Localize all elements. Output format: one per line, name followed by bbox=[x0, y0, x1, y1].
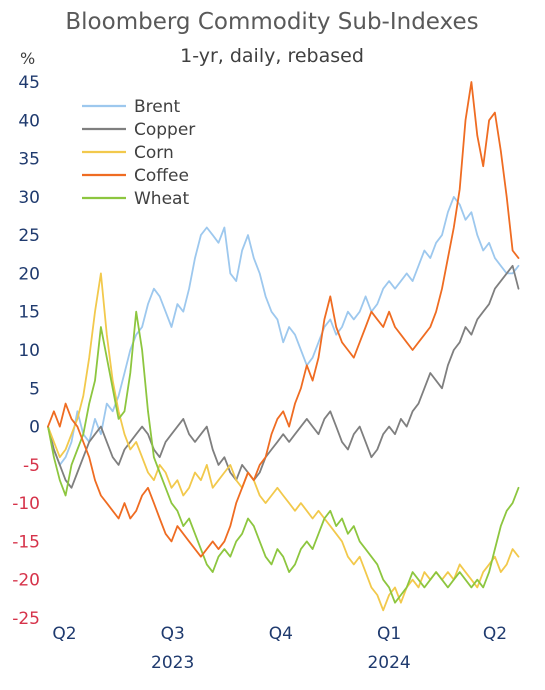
x-axis-ticks: Q2 Q3 Q4 Q1 Q2 2023 2024 bbox=[52, 624, 507, 673]
y-tick-label: -25 bbox=[12, 609, 40, 629]
chart-title: Bloomberg Commodity Sub-Indexes bbox=[65, 9, 478, 35]
series-line-coffee bbox=[47, 81, 520, 558]
chart-subtitle: 1-yr, daily, rebased bbox=[180, 45, 364, 67]
legend-label-coffee: Coffee bbox=[134, 166, 189, 186]
y-tick-label: 0 bbox=[29, 418, 40, 438]
y-tick-label: -5 bbox=[23, 456, 40, 476]
legend-label-brent: Brent bbox=[134, 97, 181, 117]
y-tick-label: -15 bbox=[12, 532, 40, 552]
y-tick-label: 10 bbox=[18, 341, 40, 361]
series-line-copper bbox=[47, 264, 520, 489]
y-axis-unit-label: % bbox=[20, 49, 35, 68]
series-line-wheat bbox=[47, 310, 520, 604]
series-line-brent bbox=[47, 196, 520, 466]
y-tick-label: 15 bbox=[18, 303, 40, 323]
legend: Brent Copper Corn Coffee Wheat bbox=[82, 97, 195, 209]
series-lines bbox=[47, 81, 520, 612]
legend-label-copper: Copper bbox=[134, 120, 195, 140]
x-year-label: 2023 bbox=[151, 653, 194, 673]
y-tick-label: 35 bbox=[18, 150, 40, 170]
x-quarter-label: Q2 bbox=[52, 624, 76, 644]
y-axis-ticks: 45 40 35 30 25 20 15 10 5 0 -5 -10 -15 -20 -25 bbox=[12, 73, 40, 629]
y-tick-label: -10 bbox=[12, 494, 40, 514]
x-quarter-label: Q1 bbox=[377, 624, 401, 644]
y-tick-label: 30 bbox=[18, 188, 40, 208]
y-tick-label: 25 bbox=[18, 226, 40, 246]
y-tick-label: 5 bbox=[29, 379, 40, 399]
series-line-corn bbox=[47, 272, 520, 612]
x-quarter-label: Q4 bbox=[269, 624, 293, 644]
y-tick-label: -20 bbox=[12, 571, 40, 591]
y-tick-label: 20 bbox=[18, 264, 40, 284]
legend-label-wheat: Wheat bbox=[134, 189, 189, 209]
x-year-label: 2024 bbox=[367, 653, 410, 673]
legend-label-corn: Corn bbox=[134, 143, 174, 163]
x-quarter-label: Q3 bbox=[161, 624, 185, 644]
x-quarter-label: Q2 bbox=[483, 624, 507, 644]
y-tick-label: 40 bbox=[18, 111, 40, 131]
y-tick-label: 45 bbox=[18, 73, 40, 93]
